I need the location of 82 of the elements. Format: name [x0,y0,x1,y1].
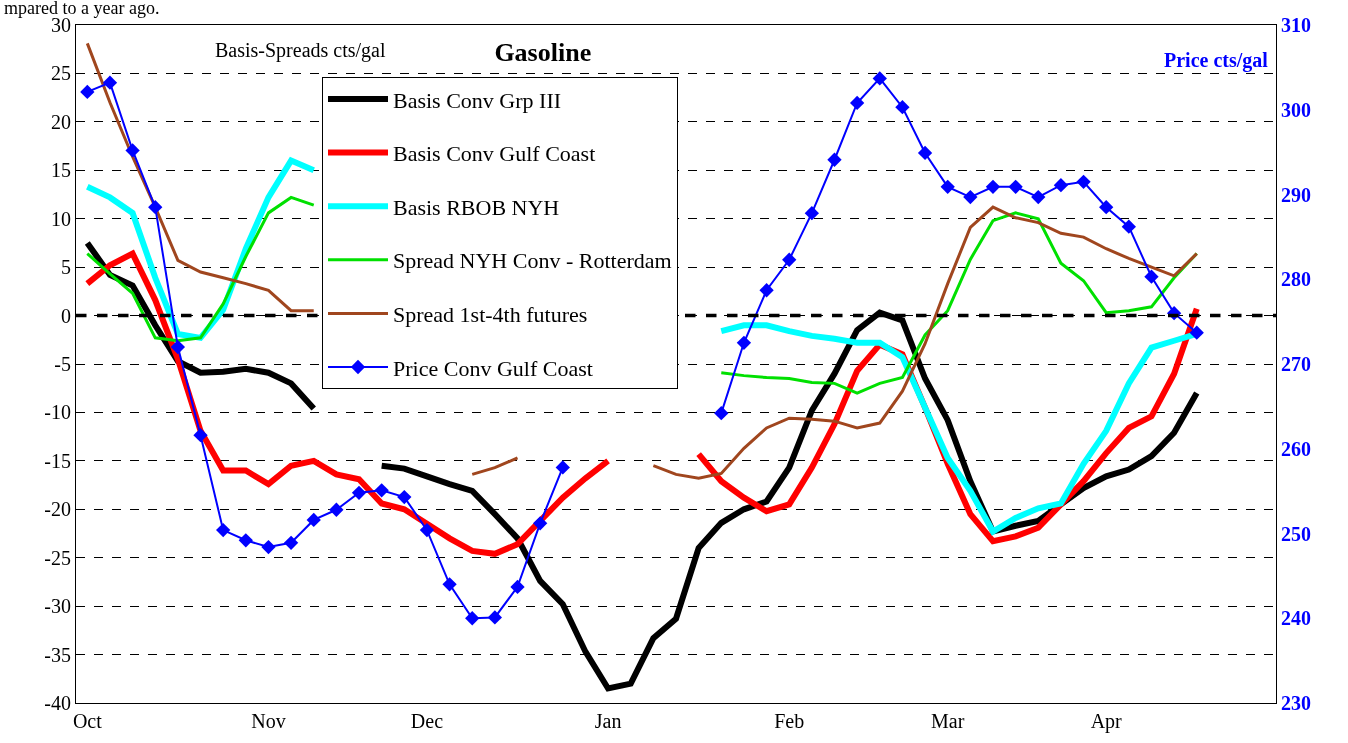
point [465,611,480,626]
y2-tick-label: 290 [1281,183,1311,206]
point [283,535,299,550]
legend-label: Basis Conv Gulf Coast [393,141,596,167]
x-tick-label: Nov [251,710,286,732]
legend-label: Basis Conv Grp III [393,87,562,113]
point [782,252,797,267]
y-tick-label: -40 [44,692,71,714]
y-tick-label: -25 [44,546,71,569]
y-tick-label: -15 [44,449,71,472]
y2-tick-label: 260 [1281,437,1311,460]
point [759,283,774,298]
point [261,539,276,555]
point [804,206,819,221]
point [442,577,457,592]
y-tick-label: -30 [44,595,71,618]
point [216,522,231,538]
legend-label: Spread NYH Conv - Rotterdam [393,248,672,274]
y-tick-label: -5 [54,353,71,375]
y2-tick-label: 250 [1281,522,1311,545]
y-tick-label: 15 [51,159,71,182]
x-tick-label: Mar [931,710,965,732]
point [306,512,321,528]
y2-tick-label: 300 [1281,98,1311,121]
point [510,579,525,595]
y-tick-label: 0 [61,304,71,327]
point [1189,325,1204,340]
y2-tick-label: 280 [1281,268,1311,291]
point [917,145,933,161]
y2-tick-label: 310 [1281,14,1311,36]
point [1053,178,1069,193]
point [1144,269,1159,284]
point [397,489,412,505]
y-tick-label: -10 [44,401,71,424]
point [714,406,729,421]
point [1121,219,1136,234]
point [872,71,887,86]
point [1076,174,1091,189]
y2-axis-title: Price cts/gal [1164,49,1269,72]
point [849,95,865,111]
point [895,100,910,115]
point [125,143,140,158]
point [193,428,208,443]
point [736,335,752,350]
x-tick-label: Apr [1090,710,1123,733]
point [374,483,389,498]
point [1008,179,1023,195]
point [329,502,344,517]
text: Gasoline [494,38,592,68]
point [148,200,163,215]
y-tick-label: 20 [51,110,71,133]
y-axis-title: Basis-Spreads cts/gal [215,39,386,62]
point [80,84,95,100]
point [1031,189,1046,205]
x-tick-label: Jan [594,710,622,732]
legend-label: Spread 1st-4th futures [393,301,588,327]
x-tick-label: Feb [774,710,805,732]
point [351,485,367,500]
point [487,610,503,625]
point [238,533,253,548]
legend-label: Price Conv Gulf Coast [393,355,593,381]
y-tick-label: 5 [61,256,71,279]
point [827,152,842,167]
y2-tick-label: 240 [1281,607,1311,630]
y2-tick-label: 230 [1281,692,1311,714]
y-tick-label: -35 [44,643,71,666]
y-tick-label: 25 [51,62,71,85]
legend-label: Basis RBOB NYH [393,194,560,220]
point [985,179,1001,195]
point [419,522,435,538]
y-tick-label: -20 [44,498,71,521]
point [963,189,978,205]
y2-tick-label: 270 [1281,353,1311,375]
x-tick-label: Dec [410,710,444,732]
point [1099,200,1114,215]
y-tick-label: 10 [51,207,71,230]
point [170,339,186,355]
x-tick-label: Oct [72,710,103,732]
point [102,75,118,90]
point [940,179,955,195]
point [533,516,548,531]
point [555,460,570,475]
